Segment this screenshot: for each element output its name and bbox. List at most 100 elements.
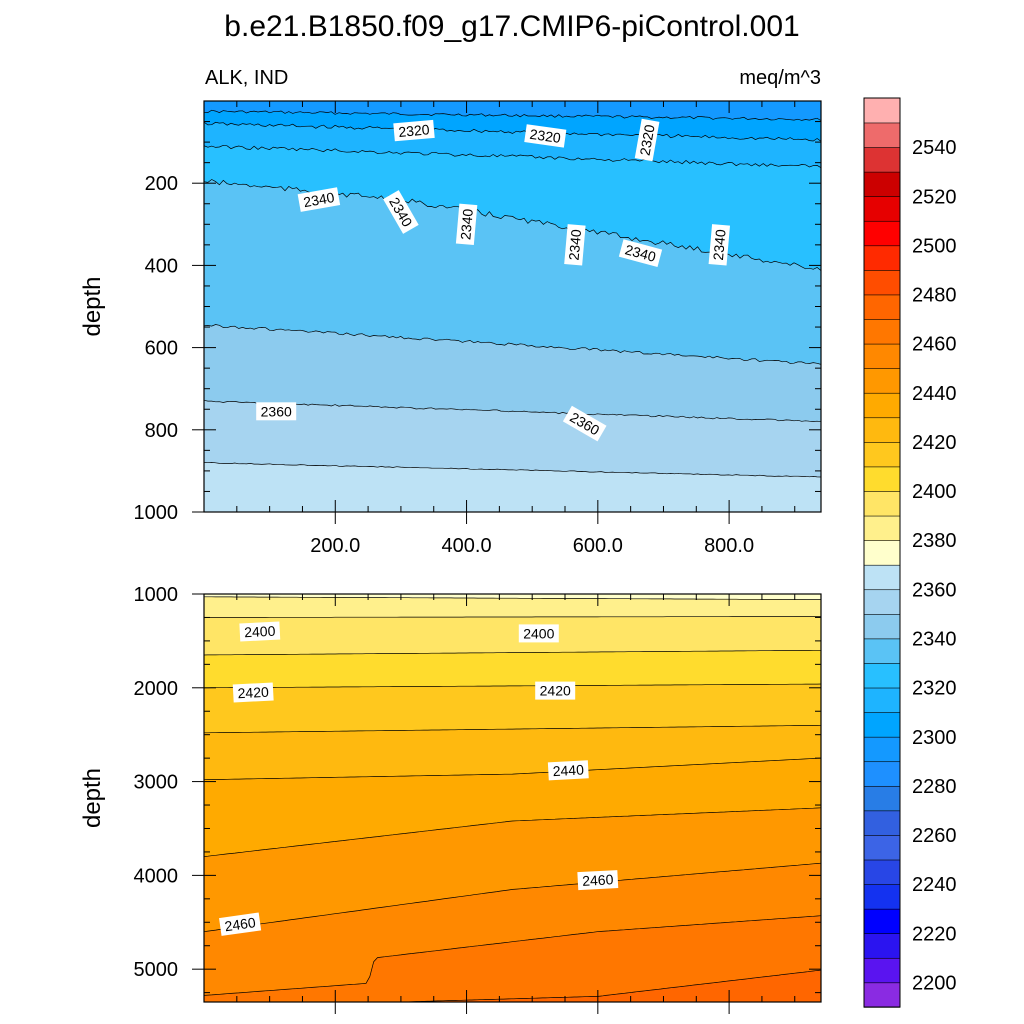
contour-label: 2340 [618,239,663,267]
colorbar-swatch [863,220,901,247]
colorbar-tick-label: 2540 [912,137,957,159]
contour-label-text: 2320 [637,123,658,157]
colorbar-swatch [863,859,901,885]
x-tick-label: 200.0 [310,535,360,557]
x-tick-label: 600.0 [573,535,623,557]
contour-line-2300 [204,109,821,121]
subtitle-variable-region: ALK, IND [205,67,288,89]
contour-band-2470 [400,970,821,1002]
subtitle-units: meq/m^3 [739,67,821,89]
x-tick-label: 400.0 [442,535,492,557]
colorbar-swatch [863,343,901,369]
contour-line-2320 [204,144,821,169]
y-tick-label: 4000 [134,865,179,887]
colorbar-swatch [863,932,901,959]
contour-label-text: 2320 [529,126,562,146]
contour-label: 2320 [634,118,660,162]
colorbar-swatch [863,171,901,197]
contour-label-text: 2340 [566,228,585,261]
y-tick-label: 800 [145,420,178,442]
colorbar-swatch [863,245,901,271]
contour-label-text: 2340 [623,241,657,265]
colorbar-swatch [863,761,901,787]
contour-label-text: 2460 [224,914,257,934]
colorbar-swatch [863,589,901,615]
colorbar-tick-label: 2300 [912,727,957,749]
contour-line-2340 [204,324,821,365]
contour-label: 2360 [256,402,297,421]
contour-line-2390 [204,616,821,618]
colorbar-tick-label: 2460 [912,334,957,356]
colorbar-tick-label: 2480 [912,285,957,307]
colorbar: 2200 2220 2240 2260 2280 2300 2320 2340 2360 2380… [863,97,957,1008]
colorbar-swatch [863,564,901,591]
y-tick-label: 1000 [134,584,179,606]
contour-label: 2460 [219,912,262,936]
colorbar-swatch [863,441,901,468]
contour-line-2410 [204,683,821,689]
contour-line-2380 [204,596,821,600]
colorbar-tick-label: 2400 [912,481,957,503]
lower-depth-panel: 2400 2400 2420 2420 2440 2460 2460 1000 2000 3000… [79,584,822,1014]
colorbar-swatch [863,294,901,320]
contour-line-2360 [204,462,821,478]
colorbar-tick-label: 2260 [912,825,957,847]
contour-line-2460 [204,915,821,996]
colorbar-swatch [863,392,901,419]
contour-label: 2340 [708,224,731,266]
colorbar-swatch [863,638,901,664]
colorbar-swatch [863,269,901,296]
contour-line-2440 [204,807,821,857]
x-tick-label: 800.0 [704,535,754,557]
y-tick-label: 1000 [134,502,179,524]
contour-band-2460 [204,915,821,1002]
contour-label-text: 2420 [540,683,571,699]
contour-label: 2400 [518,624,559,643]
colorbar-swatch [863,908,901,934]
colorbar-tick-label: 2360 [912,579,957,601]
colorbar-tick-label: 2380 [912,530,957,552]
contour-label: 2340 [564,224,586,266]
contour-label: 2320 [393,119,435,142]
colorbar-swatch [863,785,901,812]
contour-label: 2420 [535,681,576,700]
colorbar-swatch [863,810,901,836]
colorbar-tick-label: 2440 [912,383,957,405]
contour-label-text: 2440 [552,761,584,779]
contour-label-text: 2340 [710,228,729,261]
contour-line-2420 [204,724,821,734]
contour-label-text: 2400 [244,623,276,641]
colorbar-swatch [863,417,901,443]
colorbar-swatch [863,490,901,517]
contour-band-2360 [204,462,821,512]
y-tick-label: 200 [145,173,178,195]
contour-label-text: 2340 [457,208,476,241]
figure-title: b.e21.B1850.f09_g17.CMIP6-piControl.001 [224,10,799,43]
colorbar-swatch [863,982,901,1008]
y-tick-label: 600 [145,338,178,360]
colorbar-tick-label: 2200 [912,972,957,994]
contour-label: 2400 [239,621,281,642]
contour-label: 2340 [297,187,341,212]
plot-frame [203,593,822,1003]
colorbar-tick-label: 2420 [912,432,957,454]
contour-label: 2340 [455,203,478,246]
colorbar-tick-label: 2340 [912,628,957,650]
y-tick-label: 5000 [134,959,179,981]
contour-label: 2460 [577,870,619,891]
y-tick-label: 3000 [134,772,179,794]
y-tick-label: 400 [145,255,178,277]
contour-label: 2420 [232,682,274,703]
colorbar-swatch [863,539,901,566]
colorbar-swatch [863,367,901,394]
colorbar-tick-label: 2240 [912,874,957,896]
colorbar-swatch [863,318,901,345]
y-axis-label: depth [79,276,106,336]
colorbar-swatch [863,122,901,148]
contour-line-2470 [400,969,821,1002]
colorbar-tick-label: 2220 [912,923,957,945]
contour-label-text: 2460 [582,871,614,889]
colorbar-tick-label: 2320 [912,678,957,700]
colorbar-swatch [863,613,901,640]
contour-label-text: 2400 [523,625,554,641]
